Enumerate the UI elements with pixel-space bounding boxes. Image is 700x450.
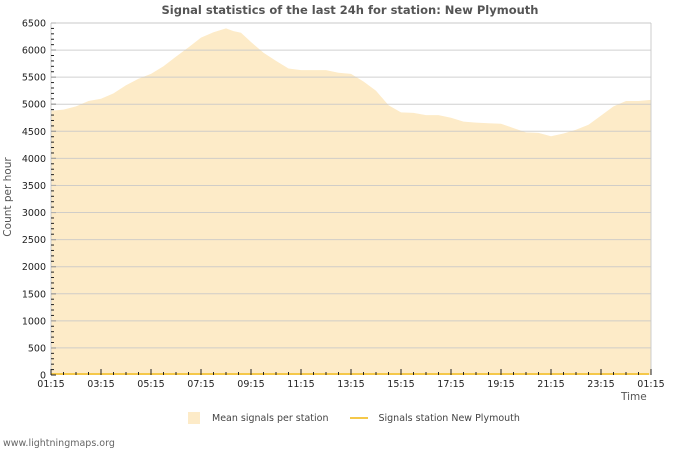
x-tick-label: 11:15 [287,379,314,390]
x-tick-label: 07:15 [187,379,214,390]
x-tick-label: 09:15 [237,379,264,390]
y-axis-label: Count per hour [2,157,14,237]
x-tick-label: 01:15 [637,379,664,390]
y-tick-label: 3000 [22,208,46,219]
footer-source[interactable]: www.lightningmaps.org [3,438,115,449]
legend: Mean signals per station Signals station… [188,412,520,424]
y-axis-ticks: 0 500 1000 1500 2000 2500 3000 3500 4000 4500 5000… [22,19,56,382]
x-tick-label: 23:15 [587,379,614,390]
x-tick-label: 21:15 [537,379,564,390]
y-tick-label: 4000 [22,154,46,165]
y-tick-label: 4500 [22,127,46,138]
y-tick-label: 500 [28,343,46,354]
x-tick-label: 17:15 [437,379,464,390]
legend-area-swatch-icon [188,412,200,424]
x-tick-label: 01:15 [37,379,64,390]
legend-item-mean[interactable]: Mean signals per station [212,412,329,424]
x-tick-label: 19:15 [487,379,514,390]
x-axis-label: Time [621,391,647,403]
x-tick-label: 05:15 [137,379,164,390]
x-axis-ticks: 01:15 03:15 05:15 07:15 09:15 11:15 13:15 15:15… [37,369,665,390]
y-tick-label: 2000 [22,262,46,273]
legend-line-swatch-icon [350,417,369,419]
y-tick-label: 6500 [22,19,46,30]
y-tick-label: 2500 [22,235,46,246]
mean-signals-area [51,28,651,376]
x-tick-label: 13:15 [337,379,364,390]
y-tick-label: 1500 [22,289,46,300]
y-tick-label: 5500 [22,73,46,84]
y-tick-label: 3500 [22,181,46,192]
y-tick-label: 0 [40,371,46,382]
x-tick-label: 15:15 [387,379,414,390]
y-tick-label: 5000 [22,100,46,111]
mean-signals-area-shape [51,28,651,376]
x-tick-label: 03:15 [87,379,114,390]
legend-item-station[interactable]: Signals station New Plymouth [378,412,520,424]
grid-lines [51,22,651,349]
chart-title: Signal statistics of the last 24h for st… [161,3,539,17]
y-tick-label: 6000 [22,46,46,57]
y-tick-label: 1000 [22,316,46,327]
